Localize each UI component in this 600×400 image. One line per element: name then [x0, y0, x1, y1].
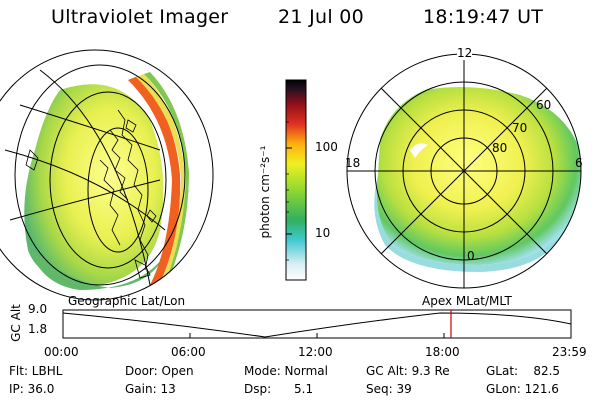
time-tick-0600: 06:00: [171, 345, 206, 359]
filter-value: Flt: LBHL: [9, 364, 63, 378]
mlt-label-18: 18: [345, 156, 361, 170]
earth-projection-image: [0, 49, 214, 301]
seq-value: Seq: 39: [366, 382, 412, 396]
image-time: 18:19:47 UT: [423, 6, 544, 28]
glon-value: GLon: 121.6: [486, 382, 559, 396]
projection-left-caption: Geographic Lat/Lon: [68, 294, 186, 308]
mlt-label-12: 12: [457, 46, 473, 60]
projection-right-caption: Apex MLat/MLT: [422, 294, 512, 308]
time-tick-2359: 23:59: [552, 345, 587, 359]
gain-value: Gain: 13: [125, 382, 176, 396]
altitude-timeline-plot: [62, 309, 572, 339]
intensity-colorbar: [285, 79, 307, 281]
gc-alt-min: 1.8: [28, 322, 48, 336]
colorbar-unit-label: photon cm⁻²s⁻¹: [258, 145, 272, 239]
lat-label-60: 60: [536, 98, 552, 112]
lat-label-70: 70: [512, 121, 528, 135]
lat-label-80: 80: [492, 141, 508, 155]
mode-value: Mode: Normal: [244, 364, 328, 378]
image-date: 21 Jul 00: [278, 6, 365, 28]
polar-mlat-mlt-plot: [346, 53, 582, 289]
instrument-title: Ultraviolet Imager: [51, 6, 229, 28]
door-status: Door: Open: [125, 364, 194, 378]
mlt-label-0: 0: [467, 249, 475, 263]
time-tick-0000: 00:00: [44, 345, 79, 359]
time-tick-1800: 18:00: [425, 345, 460, 359]
ip-value: IP: 36.0: [9, 382, 55, 396]
gc-alt-max: 9.0: [28, 302, 48, 316]
gc-alt-value: GC Alt: 9.3 Re: [366, 364, 450, 378]
gc-alt-axis-label: GC Alt: [9, 304, 23, 342]
mlt-label-6: 6: [575, 156, 583, 170]
time-tick-1200: 12:00: [298, 345, 333, 359]
glat-value: GLat: 82.5: [486, 364, 561, 378]
colorbar-tick-100: 100: [315, 140, 338, 154]
dsp-value: Dsp: 5.1: [244, 382, 314, 396]
colorbar-tick-10: 10: [315, 226, 331, 240]
